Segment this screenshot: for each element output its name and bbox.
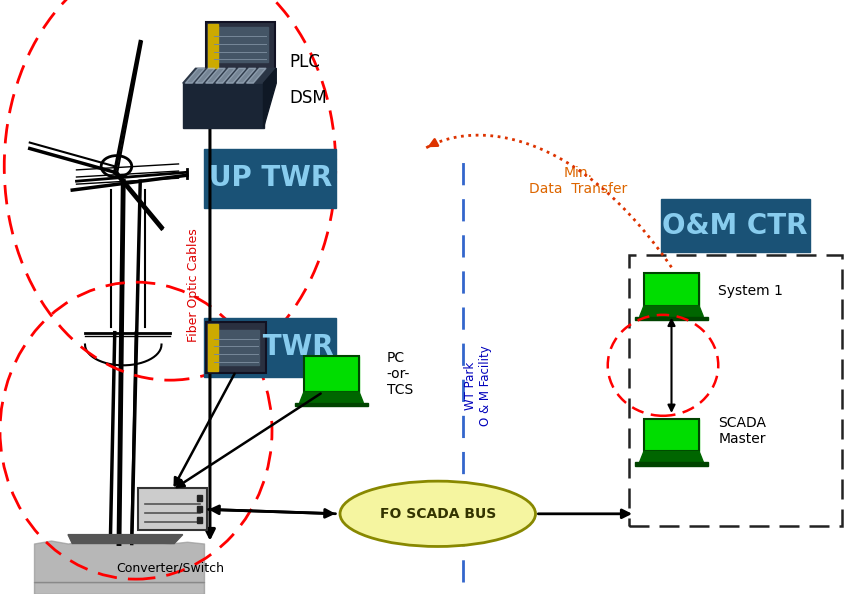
Ellipse shape — [340, 481, 536, 546]
Text: FO SCADA BUS: FO SCADA BUS — [380, 507, 496, 521]
Text: PLC: PLC — [289, 53, 320, 71]
Polygon shape — [196, 68, 215, 83]
FancyBboxPatch shape — [206, 22, 275, 70]
Polygon shape — [300, 392, 363, 403]
Polygon shape — [226, 68, 246, 83]
FancyBboxPatch shape — [138, 488, 207, 530]
Polygon shape — [208, 24, 218, 68]
Polygon shape — [635, 462, 707, 466]
Polygon shape — [635, 317, 707, 320]
Text: O&M CTR: O&M CTR — [662, 211, 808, 240]
Polygon shape — [264, 68, 276, 128]
Polygon shape — [183, 83, 264, 128]
Text: DSM: DSM — [289, 89, 326, 107]
Text: Converter/Switch: Converter/Switch — [116, 561, 224, 574]
Polygon shape — [644, 273, 699, 306]
Bar — [197, 506, 202, 512]
Text: Fiber Optic Cables: Fiber Optic Cables — [187, 228, 201, 342]
Polygon shape — [304, 356, 359, 392]
Polygon shape — [185, 68, 205, 83]
Text: SCADA
Master: SCADA Master — [718, 416, 766, 446]
Text: DN TWR: DN TWR — [207, 333, 333, 362]
Text: Min.
Data  Transfer: Min. Data Transfer — [529, 166, 627, 196]
FancyBboxPatch shape — [204, 148, 336, 208]
Text: WT Park
O & M Facility: WT Park O & M Facility — [464, 346, 491, 426]
Text: System 1: System 1 — [718, 284, 783, 298]
Polygon shape — [212, 27, 268, 62]
FancyBboxPatch shape — [204, 318, 336, 377]
Polygon shape — [236, 68, 256, 83]
FancyBboxPatch shape — [629, 255, 842, 526]
Polygon shape — [208, 324, 218, 371]
Polygon shape — [212, 330, 259, 365]
Bar — [197, 495, 202, 501]
Polygon shape — [68, 535, 183, 544]
Polygon shape — [296, 403, 367, 406]
Polygon shape — [216, 68, 235, 83]
FancyBboxPatch shape — [661, 199, 809, 252]
Text: UP TWR: UP TWR — [209, 164, 332, 192]
Text: PC
-or-
TCS: PC -or- TCS — [387, 351, 413, 397]
Polygon shape — [183, 68, 276, 83]
Polygon shape — [639, 451, 703, 462]
Polygon shape — [639, 306, 703, 317]
FancyBboxPatch shape — [206, 322, 266, 373]
Polygon shape — [206, 68, 225, 83]
Polygon shape — [246, 68, 266, 83]
Bar — [197, 517, 202, 523]
Polygon shape — [644, 419, 699, 451]
